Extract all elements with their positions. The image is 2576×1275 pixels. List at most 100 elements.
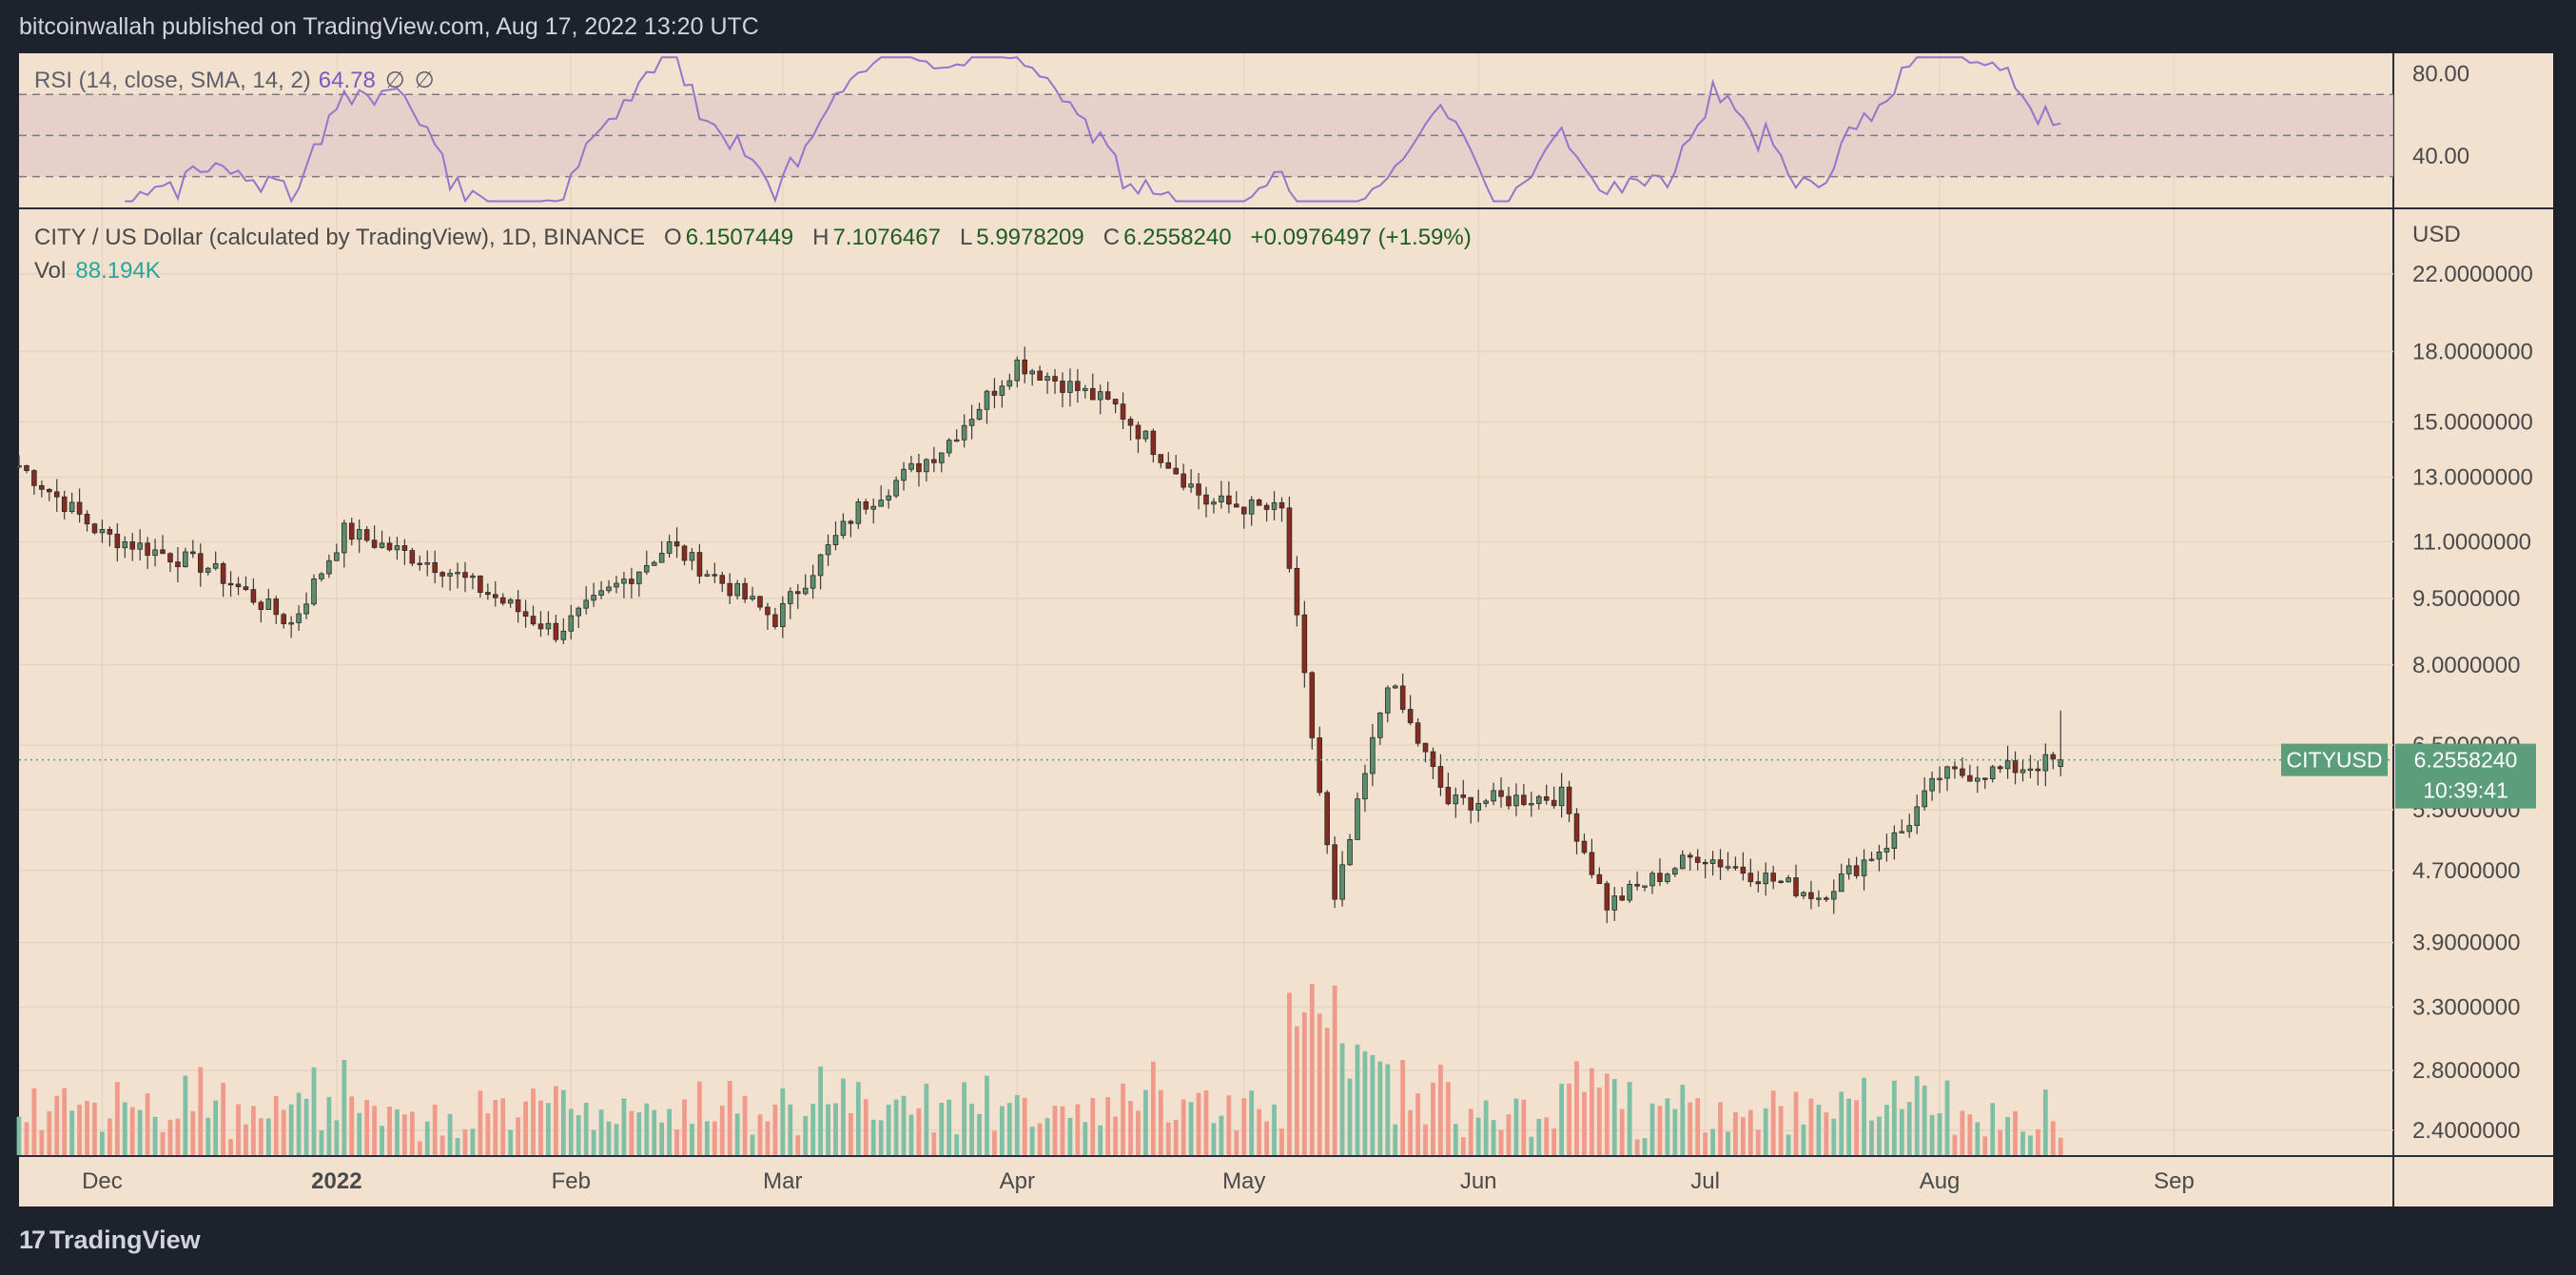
- volume-bar: [462, 1128, 468, 1155]
- volume-legend[interactable]: Vol 88.194K: [34, 258, 161, 284]
- volume-bar: [1718, 1102, 1723, 1155]
- candle-body: [16, 465, 22, 468]
- volume-bar: [1249, 1090, 1255, 1155]
- volume-bar: [1854, 1100, 1860, 1155]
- volume-bar: [1869, 1120, 1874, 1155]
- volume-bar: [1113, 1116, 1118, 1155]
- candle-body: [1732, 866, 1739, 869]
- candle-body: [908, 462, 914, 470]
- volume-bar: [1014, 1094, 1020, 1155]
- price-tick-label: 13.0000000: [2412, 465, 2533, 491]
- candle-body: [1702, 861, 1708, 865]
- candle-body: [855, 500, 862, 524]
- currency-label: USD: [2412, 222, 2461, 247]
- candle-body: [1240, 506, 1247, 515]
- volume-bar: [1529, 1136, 1534, 1155]
- candle-body: [432, 561, 438, 574]
- volume-bar: [1627, 1082, 1632, 1155]
- candle-body: [167, 553, 173, 562]
- candle-body: [1937, 777, 1942, 780]
- candle-body: [614, 582, 619, 588]
- volume-bar: [380, 1126, 384, 1155]
- rsi-label-text: RSI (14, close, SMA, 14, 2): [34, 68, 311, 93]
- volume-bar: [1567, 1083, 1571, 1155]
- volume-bar: [621, 1098, 627, 1155]
- volume-bar: [470, 1128, 476, 1155]
- volume-bar: [841, 1078, 846, 1155]
- volume-bar: [303, 1098, 309, 1155]
- volume-bar: [1778, 1106, 1784, 1155]
- candle-body: [1755, 881, 1762, 885]
- candle-body: [1029, 370, 1035, 375]
- last-price-tag-bg: [2395, 743, 2536, 809]
- volume-bar: [810, 1103, 816, 1155]
- volume-bar: [251, 1106, 256, 1155]
- candle-body: [1022, 359, 1028, 375]
- chart-frame[interactable]: [19, 53, 2553, 1206]
- candle-body: [1573, 813, 1580, 842]
- candle-body: [1037, 370, 1043, 381]
- volume-bar: [1393, 1124, 1398, 1155]
- candle-body: [727, 582, 732, 597]
- candle-body: [1619, 895, 1625, 901]
- volume-bar: [1347, 1078, 1353, 1155]
- candle-body: [197, 553, 204, 573]
- volume-bar: [1574, 1061, 1579, 1155]
- volume-bar: [1619, 1108, 1625, 1155]
- candle-body: [371, 539, 378, 548]
- volume-bar: [833, 1103, 838, 1155]
- candle-body: [91, 523, 98, 534]
- candle-body: [190, 551, 196, 555]
- candle-body: [1112, 399, 1119, 405]
- candle-body: [409, 550, 416, 564]
- high-value: 7.1076467: [832, 225, 941, 250]
- volume-bar: [1309, 984, 1315, 1155]
- footer: [0, 1206, 2576, 1275]
- volume-bar: [265, 1118, 271, 1155]
- symbol-legend[interactable]: CITY / US Dollar (calculated by TradingV…: [34, 225, 1472, 251]
- candle-body: [1967, 775, 1973, 782]
- volume-bar: [568, 1108, 574, 1155]
- volume-bar: [1763, 1108, 1768, 1155]
- candle-body: [394, 545, 400, 551]
- candle-body: [1052, 376, 1058, 382]
- time-tick-label: Sep: [2154, 1168, 2195, 1194]
- candle-body: [1430, 751, 1436, 767]
- candle-body: [1861, 859, 1867, 876]
- candle-body: [137, 542, 143, 550]
- candle-body: [424, 561, 431, 565]
- candle-body: [1876, 851, 1883, 860]
- candle-body: [1491, 790, 1496, 802]
- volume-bar: [1324, 1028, 1330, 1155]
- volume-bar: [1786, 1134, 1791, 1155]
- candle-body: [870, 505, 877, 510]
- candle-body: [61, 496, 68, 513]
- price-tick-label: 3.9000000: [2412, 931, 2520, 956]
- candle-body: [24, 465, 29, 472]
- candle-body: [53, 491, 60, 498]
- tradingview-logo[interactable]: 17 TradingView: [19, 1226, 201, 1255]
- volume-bar: [213, 1100, 219, 1155]
- candle-body: [1067, 381, 1073, 393]
- rsi-legend[interactable]: RSI (14, close, SMA, 14, 2) 64.78 ∅ ∅: [34, 67, 435, 94]
- volume-bar: [962, 1082, 967, 1155]
- candle-body: [1309, 672, 1316, 738]
- volume-bar: [1006, 1103, 1012, 1155]
- volume-bar: [1052, 1106, 1058, 1155]
- candle-body: [1997, 766, 2003, 770]
- volume-bar: [1317, 1013, 1322, 1155]
- candle-body: [311, 578, 317, 605]
- volume-bar: [1037, 1123, 1043, 1155]
- candle-body: [772, 614, 778, 627]
- time-tick-label: Apr: [1000, 1168, 1035, 1194]
- volume-bar: [516, 1117, 521, 1155]
- candle-body: [1883, 848, 1890, 853]
- volume-bar: [1793, 1091, 1799, 1155]
- volume-bar: [1181, 1099, 1186, 1155]
- candle-body: [1975, 777, 1981, 782]
- volume-bar: [296, 1092, 302, 1155]
- volume-bar: [1438, 1064, 1443, 1155]
- candle-body: [1952, 766, 1958, 770]
- volume-bar: [690, 1124, 694, 1155]
